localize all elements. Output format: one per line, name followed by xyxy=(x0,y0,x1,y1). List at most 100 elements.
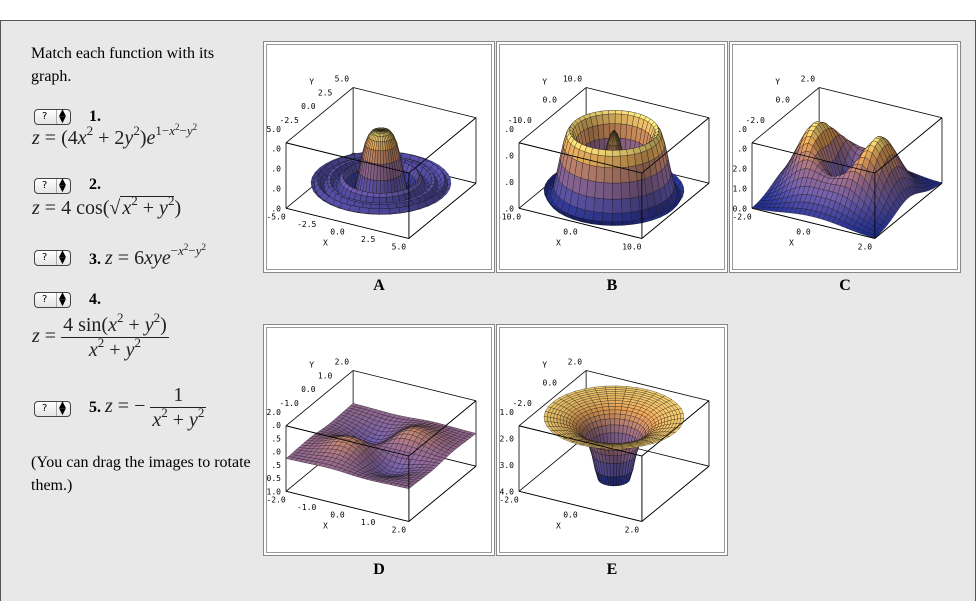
z-tick-label: 2.0 xyxy=(500,434,515,443)
y-tick-label: 0.0 xyxy=(543,378,558,387)
surface-patch xyxy=(615,114,622,124)
surface-patch xyxy=(613,456,617,464)
y-tick-label: 5.0 xyxy=(335,75,350,84)
surface-patch xyxy=(615,419,620,425)
formula-2: z = 4 cos(√x2 + y2) xyxy=(32,197,181,220)
surface-patch xyxy=(369,208,380,214)
surface-patch xyxy=(603,183,612,200)
3d-plot-a[interactable]: -5.0-2.50.02.55.0X-2.50.02.55.0Y5.0.0.0.… xyxy=(266,44,492,270)
y-tick-label: 0.0 xyxy=(301,385,316,394)
answer-select-3[interactable]: ?▲▼ xyxy=(34,250,71,266)
surface-patch xyxy=(628,166,637,183)
surface-patch xyxy=(601,221,612,225)
surface-patch xyxy=(607,396,616,399)
surface-patch xyxy=(612,168,621,183)
surface-patch xyxy=(610,419,615,425)
surface-patch xyxy=(608,403,615,406)
box-edge xyxy=(519,436,586,491)
surface-patch xyxy=(615,410,621,414)
z-tick-label: .0 xyxy=(504,204,514,213)
z-tick-label: -1.0 xyxy=(266,487,281,496)
item-3: 3. z = 6xye−x2−y2 xyxy=(89,247,206,271)
surface-patch xyxy=(608,110,615,114)
answer-select-2[interactable]: ?▲▼ xyxy=(34,178,71,194)
surface-patch xyxy=(386,193,393,198)
x-axis-label: X xyxy=(789,238,794,247)
updown-arrow-icon: ▲▼ xyxy=(59,110,66,124)
x-axis-label: X xyxy=(323,238,328,247)
y-tick-label: 10.0 xyxy=(563,75,582,84)
surface-patch xyxy=(615,406,622,410)
surface-patch xyxy=(602,407,609,411)
surface-patch xyxy=(615,403,622,406)
formula-3: z = 6xye−x2−y2 xyxy=(105,247,206,269)
x-tick-label: -2.0 xyxy=(732,212,751,221)
y-tick-label: 0.0 xyxy=(543,95,558,104)
plot-frame-e[interactable]: -2.00.02.0X-2.00.02.0Y1.02.0-3.0-4.0 xyxy=(496,324,728,556)
surface-patch xyxy=(621,182,630,199)
answer-select-4[interactable]: ?▲▼ xyxy=(34,292,71,308)
surface-patch xyxy=(605,150,613,156)
surface-patch xyxy=(615,414,621,419)
problem-panel: Match each function with its graph. ?▲▼ … xyxy=(0,20,976,601)
x-tick-label: 5.0 xyxy=(392,242,407,251)
z-tick-label: 1.0 xyxy=(500,408,515,417)
y-tick-label: -2.0 xyxy=(746,116,765,125)
surface-patch xyxy=(378,151,381,165)
z-tick-label: 2.0 xyxy=(267,408,282,417)
surface-patch xyxy=(613,451,618,456)
3d-plot-d[interactable]: -2.0-1.00.01.02.0X-1.00.01.02.0Y2.0.0.5.… xyxy=(266,327,492,553)
y-tick-label: 2.5 xyxy=(318,88,333,97)
surface-patch xyxy=(379,209,390,215)
box-edge xyxy=(353,371,476,401)
answer-select-1[interactable]: ?▲▼ xyxy=(34,109,71,125)
surface-patch xyxy=(587,180,596,198)
y-tick-label: 2.0 xyxy=(568,358,583,367)
surface-patch xyxy=(425,183,429,187)
surface-patch xyxy=(620,156,628,168)
surface-patch xyxy=(610,425,615,433)
z-tick-label: .0 xyxy=(271,421,281,430)
z-tick-label: -4.0 xyxy=(499,487,514,496)
surface-patch xyxy=(609,410,615,414)
answer-select-5[interactable]: ?▲▼ xyxy=(34,401,71,417)
box-edge xyxy=(819,88,942,118)
surface-patch xyxy=(588,165,597,182)
surface-patch xyxy=(615,425,620,433)
x-tick-label: 2.5 xyxy=(361,235,376,244)
y-tick-label: 2.0 xyxy=(335,358,350,367)
plot-label-d: D xyxy=(263,561,495,579)
surface-patch xyxy=(609,114,616,124)
drag-note: (You can drag the images to rotate them.… xyxy=(31,451,251,497)
3d-plot-b[interactable]: -10.00.010.0X-10.00.010.0Y.0.0.0.0 xyxy=(499,44,725,270)
box-edge xyxy=(409,118,476,173)
3d-plot-e[interactable]: -2.00.02.0X-2.00.02.0Y1.02.0-3.0-4.0 xyxy=(499,327,725,553)
z-tick-label: 1.0 xyxy=(733,184,748,193)
z-tick-label: 5.0 xyxy=(267,125,282,134)
surface-patch xyxy=(602,114,609,124)
x-tick-label: 0.0 xyxy=(563,227,578,236)
item-number-2: 2. xyxy=(89,173,101,196)
surface-patch xyxy=(622,212,632,222)
z-tick-label: .0 xyxy=(737,145,747,154)
surface-patch xyxy=(603,199,613,213)
item-number-4: 4. xyxy=(89,288,101,311)
x-tick-label: 0.0 xyxy=(330,227,345,236)
z-tick-label: .0 xyxy=(271,145,281,154)
surface-patch xyxy=(610,464,614,477)
surface-patch xyxy=(609,456,613,464)
surface-patch xyxy=(611,433,615,444)
x-tick-label: -1.0 xyxy=(297,503,316,512)
x-axis-label: X xyxy=(556,521,561,530)
surface-patch xyxy=(613,150,621,156)
3d-plot-c[interactable]: -2.00.02.0X-2.00.02.0Y.0.02.01.00.0 xyxy=(732,44,958,270)
surface-patch xyxy=(612,199,621,213)
updown-arrow-icon: ▲▼ xyxy=(59,293,66,307)
z-tick-label: .0 xyxy=(504,178,514,187)
updown-arrow-icon: ▲▼ xyxy=(59,251,66,265)
